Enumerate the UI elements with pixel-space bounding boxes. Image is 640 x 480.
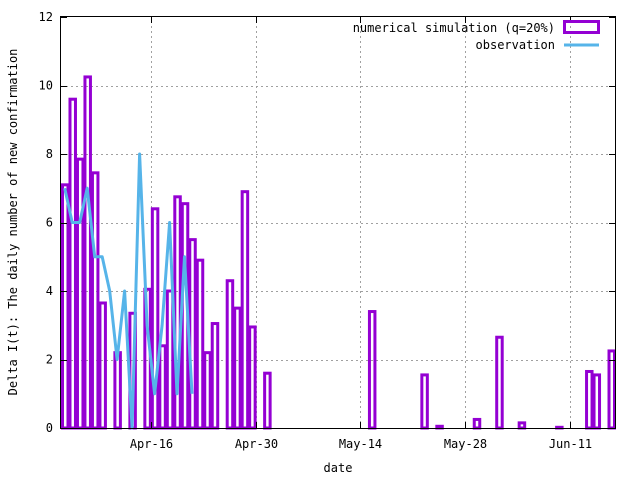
x-tick-label: May-14 [339,437,382,451]
simulation-bar [61,183,70,430]
x-tick-label: Apr-30 [235,437,278,451]
simulation-bar [607,349,616,430]
simulation-bar [195,258,205,430]
axis-ticks [61,17,615,429]
y-tick-label: 0 [46,421,53,435]
legend: numerical simulation (q=20%) observation [353,20,600,52]
simulation-bar [188,238,197,430]
plot-frame [60,16,616,429]
simulation-bar [585,369,594,430]
x-tick-label: Apr-16 [130,437,173,451]
legend-label-simulation: numerical simulation (q=20%) [353,21,555,35]
y-tick-label: 8 [46,147,53,161]
y-tick-label: 6 [46,216,53,230]
observation-line-group [63,152,194,430]
y-tick-label: 10 [39,79,53,93]
simulation-bar [240,190,250,430]
y-tick-label: 4 [46,284,53,298]
simulation-bar [517,421,527,430]
x-axis-label: date [324,461,353,475]
simulation-bar [210,322,220,430]
simulation-bar [495,335,504,430]
simulation-bar [203,351,212,430]
simulation-bar [113,351,122,430]
simulation-bar [592,373,602,430]
simulation-bar [90,171,100,430]
y-tick-label: 12 [39,10,53,24]
simulation-bar [367,310,377,430]
simulation-bar [83,75,92,430]
legend-swatch-simulation [563,20,600,34]
simulation-bar [225,279,235,430]
legend-label-observation: observation [476,38,555,52]
y-tick-labels: 0 2 4 6 8 10 12 [39,10,53,435]
observation-line [63,152,194,430]
simulation-bar [158,344,167,430]
x-tick-label: Jun-11 [549,437,592,451]
x-tick-labels: Apr-16 Apr-30 May-14 May-28 Jun-11 [130,437,592,451]
y-tick-label: 2 [46,353,53,367]
x-tick-label: May-28 [444,437,487,451]
simulation-bar [98,301,107,430]
simulation-bar [263,371,272,430]
y-axis-label: Delta I(t): The daily number of new conf… [6,49,20,396]
simulation-bar [435,424,444,430]
simulation-bar [472,417,482,430]
simulation-bar [420,373,429,430]
simulation-bar [233,306,242,430]
simulation-bar [248,325,257,430]
simulation-bar [555,425,564,430]
simulation-bar [75,157,85,430]
simulation-bar [68,97,77,430]
